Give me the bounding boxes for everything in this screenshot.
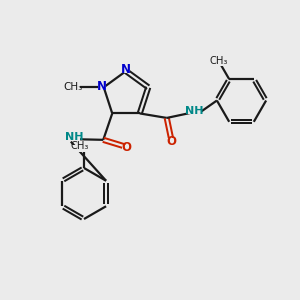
Bar <box>122 145 130 151</box>
Text: N: N <box>97 80 107 93</box>
Bar <box>122 66 130 73</box>
Bar <box>98 83 106 90</box>
Text: NH: NH <box>64 132 83 142</box>
Text: N: N <box>121 63 131 76</box>
Text: O: O <box>166 134 176 148</box>
Text: O: O <box>121 141 131 154</box>
Bar <box>188 108 201 114</box>
Bar <box>72 145 87 152</box>
Bar <box>211 59 226 66</box>
Bar <box>65 84 80 91</box>
Text: CH₃: CH₃ <box>70 141 89 152</box>
Text: NH: NH <box>185 106 204 116</box>
Bar <box>167 138 176 144</box>
Text: CH₃: CH₃ <box>63 82 82 92</box>
Bar <box>68 134 80 141</box>
Text: CH₃: CH₃ <box>209 56 228 66</box>
